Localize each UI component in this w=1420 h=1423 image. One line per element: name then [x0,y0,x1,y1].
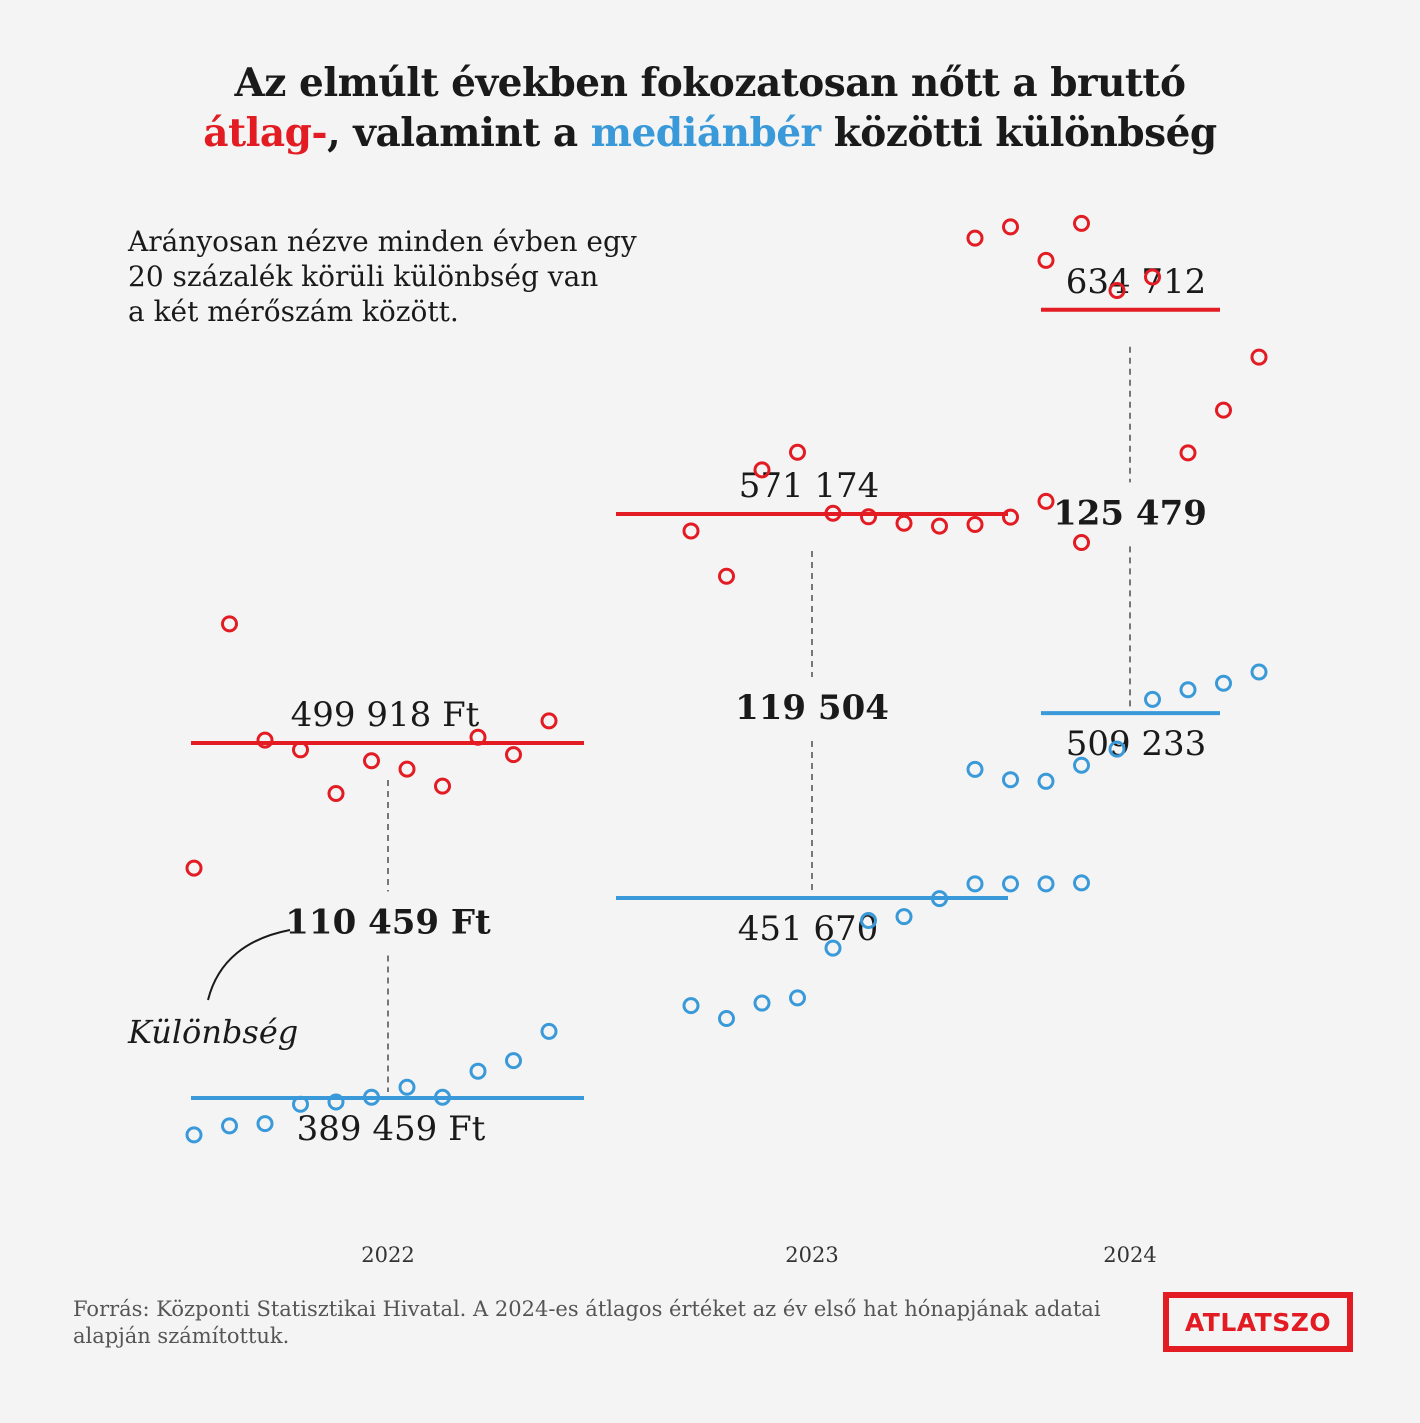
avg-point [398,760,416,778]
median-point [931,890,948,908]
median-point [1179,681,1197,699]
median-point [469,1062,487,1080]
avg-point [1108,282,1126,300]
median-point [1215,674,1232,692]
median-point [398,1078,416,1096]
avg-point [966,229,984,247]
avg-point [256,731,274,749]
median-point [682,997,700,1015]
median-point [1037,772,1055,790]
difference-label-2022: 110 459 Ft [285,903,491,943]
avg-point [718,567,735,585]
avg-point [1250,348,1268,366]
median-point [363,1088,380,1106]
annotation-pointer [207,929,291,1001]
avg-point [789,443,806,461]
avg-point [1002,508,1019,526]
median-point [1002,771,1019,789]
median-point [860,911,877,929]
difference-label-2024: 125 479 [1053,493,1207,533]
median-point [718,1009,735,1027]
median-point [256,1115,274,1133]
avg-point [469,728,487,746]
avg-point [753,461,771,479]
chart-title: Az elmúlt években fokozatosan nőtt a bru… [0,58,1420,158]
avg-point [860,508,877,526]
median-point [221,1117,238,1135]
avg-point [1073,214,1090,232]
avg-point [1073,534,1090,552]
median-point [1073,756,1090,774]
median-point [789,989,806,1007]
title-avg-word: átlag- [203,110,328,156]
title-line-2: átlag-, valamint a mediánbér közötti kül… [0,108,1420,158]
median-point [1073,874,1090,892]
avg-point [1179,444,1197,462]
avg-point [931,517,948,535]
avg-point [1215,401,1232,419]
avg-point [966,516,984,534]
subtitle-line-3: a két mérőszám között. [128,295,459,328]
avg-point [221,615,238,633]
year-tick-2024: 2024 [1103,1243,1156,1267]
avg-point [1037,492,1055,510]
title-line-1: Az elmúlt években fokozatosan nőtt a bru… [234,60,1186,106]
avg-point [824,504,842,522]
avg-point [1037,251,1055,269]
avg-point [363,752,380,770]
difference-label-2023: 119 504 [735,688,889,728]
median-point [1250,663,1268,681]
median-point [1144,690,1161,708]
median-label-2022: 389 459 Ft [297,1109,486,1149]
avg-point [540,712,558,730]
title-end: közötti különbség [833,110,1218,156]
subtitle-line-1: Arányosan nézve minden évben egy [128,225,637,258]
title-mid: , valamint a [327,110,578,156]
title-median-word: mediánbér [590,110,821,156]
median-point [185,1126,203,1144]
avg-label-2022: 499 918 Ft [291,695,480,735]
median-point [895,908,913,926]
median-label-2023: 451 670 [738,909,879,949]
median-point [434,1088,451,1106]
median-point [966,760,984,778]
atlatszo-logo: ATLATSZO [1163,1292,1353,1352]
median-label-2024: 509 233 [1066,724,1207,764]
difference-annotation: Különbség [127,1013,298,1051]
avg-point [185,859,203,877]
chart-subtitle: Arányosan nézve minden évben egy 20 száz… [128,224,728,329]
median-point [505,1052,522,1070]
subtitle-line-2: 20 százalék körüli különbség van [128,260,599,293]
avg-point [505,746,522,764]
avg-point [434,777,451,795]
avg-point [1002,218,1019,236]
avg-label-2023: 571 174 [739,466,880,506]
year-tick-2022: 2022 [361,1243,414,1267]
avg-label-2024: 634 712 [1066,262,1207,302]
avg-point [682,522,700,540]
median-point [540,1022,558,1040]
median-point [1002,875,1019,893]
avg-point [895,514,913,532]
avg-point [327,785,345,803]
avg-point [1144,268,1161,286]
median-point [1037,875,1055,893]
median-point [292,1095,309,1113]
median-point [966,875,984,893]
year-tick-2023: 2023 [785,1243,838,1267]
median-point [327,1093,345,1111]
median-point [824,939,842,957]
median-point [753,994,771,1012]
median-point [1108,740,1126,758]
avg-point [292,741,309,759]
source-note: Forrás: Központi Statisztikai Hivatal. A… [73,1297,1101,1348]
